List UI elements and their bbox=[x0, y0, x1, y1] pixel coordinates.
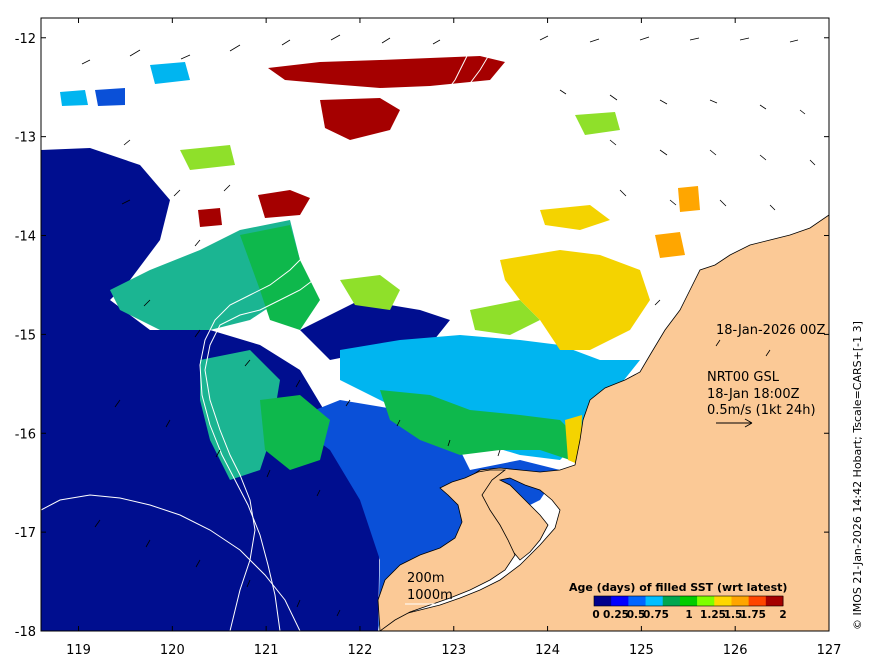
colorbar-segment bbox=[748, 596, 767, 606]
lon-tick-label: 120 bbox=[160, 643, 185, 658]
age-region-175-ne bbox=[678, 186, 700, 212]
current-arrow bbox=[94, 519, 341, 617]
contour-200m-label: 200m bbox=[407, 571, 444, 586]
colorbar-segment bbox=[645, 596, 664, 606]
map-plot-area bbox=[41, 18, 829, 631]
age-region-15-north bbox=[540, 205, 610, 230]
colorbar-tick-label: 1 bbox=[685, 609, 692, 621]
current-arrow bbox=[609, 139, 816, 166]
lat-tick-label: -12 bbox=[15, 32, 36, 47]
current-arrow bbox=[114, 399, 321, 497]
age-region-125-ne bbox=[575, 112, 620, 135]
age-region-125-north bbox=[180, 145, 235, 170]
colorbar bbox=[593, 595, 784, 607]
latitude-axis: -12 -13 -14 -15 -16 -17 -18 bbox=[15, 32, 829, 640]
current-arrow bbox=[619, 189, 776, 211]
colorbar-segment bbox=[697, 596, 715, 606]
lon-tick-label: 125 bbox=[629, 643, 654, 658]
current-arrow bbox=[143, 299, 501, 457]
lon-tick-label: 124 bbox=[535, 643, 560, 658]
current-source-label: NRT00 GSL bbox=[707, 370, 780, 385]
lon-tick-label: 123 bbox=[441, 643, 466, 658]
current-arrow bbox=[121, 139, 231, 247]
contour-line-coastal bbox=[379, 19, 501, 241]
colorbar-tick-label: 1.5 bbox=[724, 609, 743, 621]
age-region-125-east bbox=[470, 300, 540, 335]
contour-1000m-label: 1000m bbox=[407, 588, 453, 603]
age-region-2-north bbox=[268, 56, 505, 88]
current-scale-label: 0.5m/s (1kt 24h) bbox=[707, 403, 816, 418]
bonaparte-coast-land bbox=[377, 469, 516, 631]
lat-tick-label: -14 bbox=[15, 230, 36, 245]
australia-landmass bbox=[377, 214, 829, 631]
current-time-label: 18-Jan 18:00Z bbox=[707, 387, 800, 402]
colorbar-segment bbox=[594, 596, 612, 606]
lon-tick-label: 127 bbox=[817, 643, 842, 658]
age-region-05-nw bbox=[150, 62, 190, 84]
colorbar-ticks: 0 0.250.50.75 1 1.251.51.75 2 bbox=[592, 609, 786, 621]
plot-frame bbox=[40, 17, 830, 632]
colorbar-segment bbox=[714, 596, 732, 606]
colorbar-tick-label: 1.75 bbox=[740, 609, 766, 621]
current-vectors bbox=[81, 34, 816, 617]
colorbar-tick-label: 0.25 bbox=[603, 609, 629, 621]
colorbar-segment bbox=[611, 596, 629, 606]
credit-label: © IMOS 21-Jan-2026 14:42 Hobart; Tscale=… bbox=[851, 321, 864, 630]
current-arrow bbox=[559, 89, 806, 115]
date-label: 18-Jan-2026 00Z bbox=[716, 323, 825, 338]
contour-line-200m bbox=[204, 29, 521, 631]
contour-line-deep bbox=[41, 494, 301, 631]
age-region-1-shelf bbox=[380, 390, 580, 460]
current-arrow bbox=[81, 34, 799, 65]
age-region-1-south bbox=[260, 395, 330, 470]
colorbar-title: Age (days) of filled SST (wrt latest) bbox=[569, 581, 787, 594]
lon-tick-label: 126 bbox=[723, 643, 748, 658]
colorbar-tick-label: 1.25 bbox=[700, 609, 726, 621]
colorbar-segment bbox=[679, 596, 698, 606]
lat-tick-label: -18 bbox=[15, 625, 36, 640]
age-region-2-small bbox=[198, 208, 222, 227]
colorbar-segment bbox=[731, 596, 750, 606]
lat-tick-label: -17 bbox=[15, 526, 36, 541]
colorbar-segment bbox=[628, 596, 647, 606]
lat-tick-label: -16 bbox=[15, 427, 36, 442]
lat-tick-label: -13 bbox=[15, 131, 36, 146]
colorbar-tick-label: 2 bbox=[779, 609, 786, 621]
age-region-075-south bbox=[200, 350, 280, 480]
age-region-2-west bbox=[258, 190, 310, 218]
lat-tick-label: -15 bbox=[15, 328, 36, 343]
current-arrow bbox=[654, 299, 771, 357]
colorbar-segment bbox=[765, 596, 784, 606]
longitude-axis: 119 120 121 122 123 124 125 126 127 bbox=[66, 18, 841, 658]
age-region-025 bbox=[290, 400, 560, 631]
colorbar-segment bbox=[662, 596, 681, 606]
colorbar-tick-label: 0 bbox=[592, 609, 599, 621]
lon-tick-label: 119 bbox=[66, 643, 91, 658]
bathymetry-contours bbox=[41, 19, 521, 631]
age-region-2-central bbox=[320, 98, 400, 140]
lon-tick-label: 121 bbox=[254, 643, 279, 658]
colorbar-tick-label: 0.5 bbox=[627, 609, 646, 621]
colorbar-tick-label: 0.75 bbox=[643, 609, 669, 621]
age-region-175 bbox=[655, 232, 685, 258]
age-region-025-nw bbox=[95, 88, 125, 106]
current-scale-arrow bbox=[716, 418, 753, 428]
age-region-125 bbox=[340, 275, 400, 310]
contour-line-1000m bbox=[199, 19, 481, 631]
colorbar-frame bbox=[593, 595, 784, 607]
lon-tick-label: 122 bbox=[348, 643, 373, 658]
age-region-05-nw2 bbox=[60, 90, 88, 106]
age-region-15 bbox=[500, 250, 650, 350]
